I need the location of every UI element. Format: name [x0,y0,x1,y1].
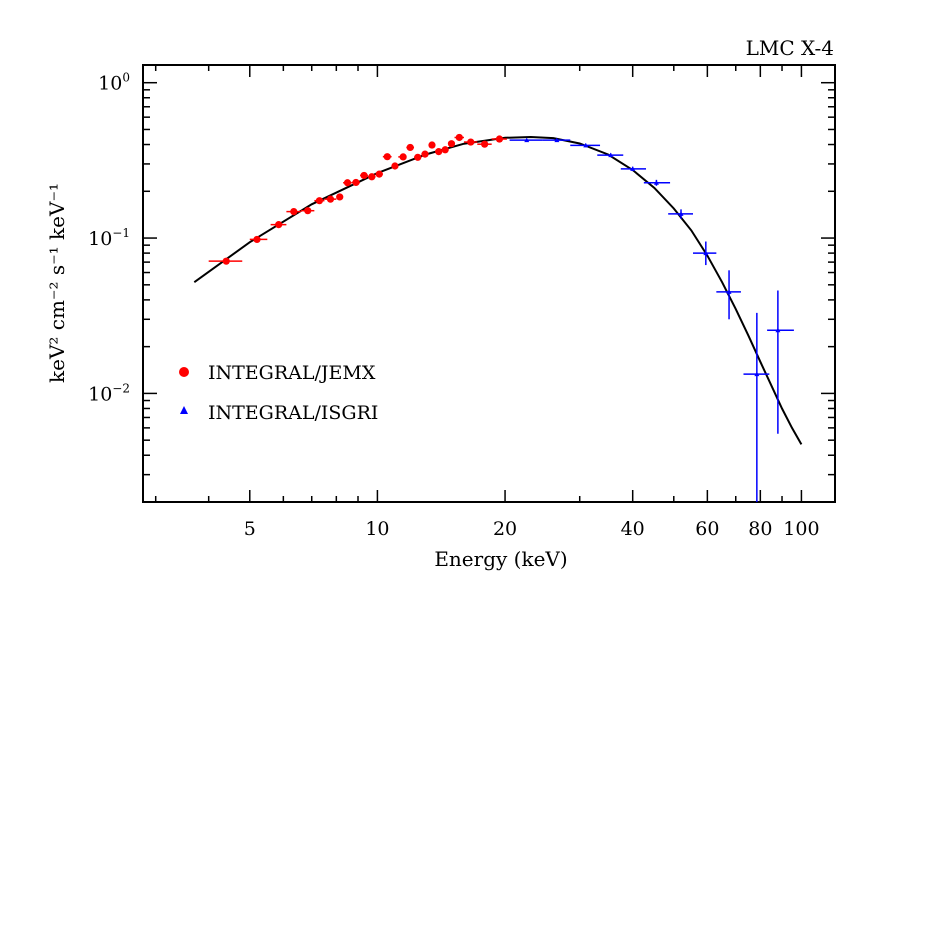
data-point [754,371,760,377]
data-point [304,207,312,215]
isgri-series [509,137,794,502]
data-point [275,221,283,229]
data-point [495,135,504,143]
data-point [343,179,352,187]
x-axis-label: Energy (keV) [434,547,567,571]
data-point [726,289,732,294]
model-curve-group [193,135,803,445]
data-point [360,171,368,180]
data-point [414,153,422,161]
data-point [352,178,360,187]
data-point [315,197,324,205]
data-point [368,173,376,181]
data-point [336,193,344,201]
data-point [608,152,614,158]
data-point [455,133,463,142]
data-point [481,140,489,148]
data-point [524,137,530,143]
y-tick-label: 10−1 [88,226,130,250]
x-tick-label: 40 [621,518,645,540]
data-point [554,137,560,143]
data-point [406,143,414,152]
data-point [222,257,230,265]
data-point [583,142,589,148]
data-point [421,150,429,158]
data-point [290,208,298,216]
x-tick-label: 5 [244,518,256,540]
legend-label-jemx: INTEGRAL/JEMX [208,362,376,384]
data-point [253,235,261,244]
x-tick-label: 20 [493,518,517,540]
data-point [383,153,391,161]
x-tick-label: 10 [365,518,389,540]
chart-title: LMC X-4 [746,36,834,60]
data-point [653,180,659,185]
x-tick-labels: 5 10 20 40 60 80 100 [244,518,820,540]
model-curve [193,135,803,445]
y-tick-labels: 100 10−1 10−2 [88,71,130,406]
legend-marker-jemx [179,367,189,377]
data-point [399,153,407,161]
data-point [467,138,475,146]
data-point [678,211,684,216]
legend-label-isgri: INTEGRAL/ISGRI [208,402,378,424]
jemx-series [208,133,507,265]
data-point [775,327,781,333]
data-point [703,250,709,256]
data-point [441,146,449,154]
legend: INTEGRAL/JEMX INTEGRAL/ISGRI [179,362,378,424]
x-tick-label: 80 [748,518,772,540]
y-tick-label: 100 [98,71,130,95]
data-point [630,166,636,171]
data-point [435,148,443,156]
x-tick-label: 60 [695,518,719,540]
data-point [428,141,436,149]
x-tick-label: 100 [783,518,819,540]
y-axis-label: keV² cm⁻² s⁻¹ keV⁻¹ [45,183,69,383]
axis-ticks [143,65,835,503]
plot-frame [142,64,836,503]
data-point [326,195,335,203]
data-point [391,162,399,170]
data-point [375,170,383,178]
data-point [447,140,456,148]
legend-marker-isgri [180,406,188,414]
y-tick-label: 10−2 [88,381,130,405]
